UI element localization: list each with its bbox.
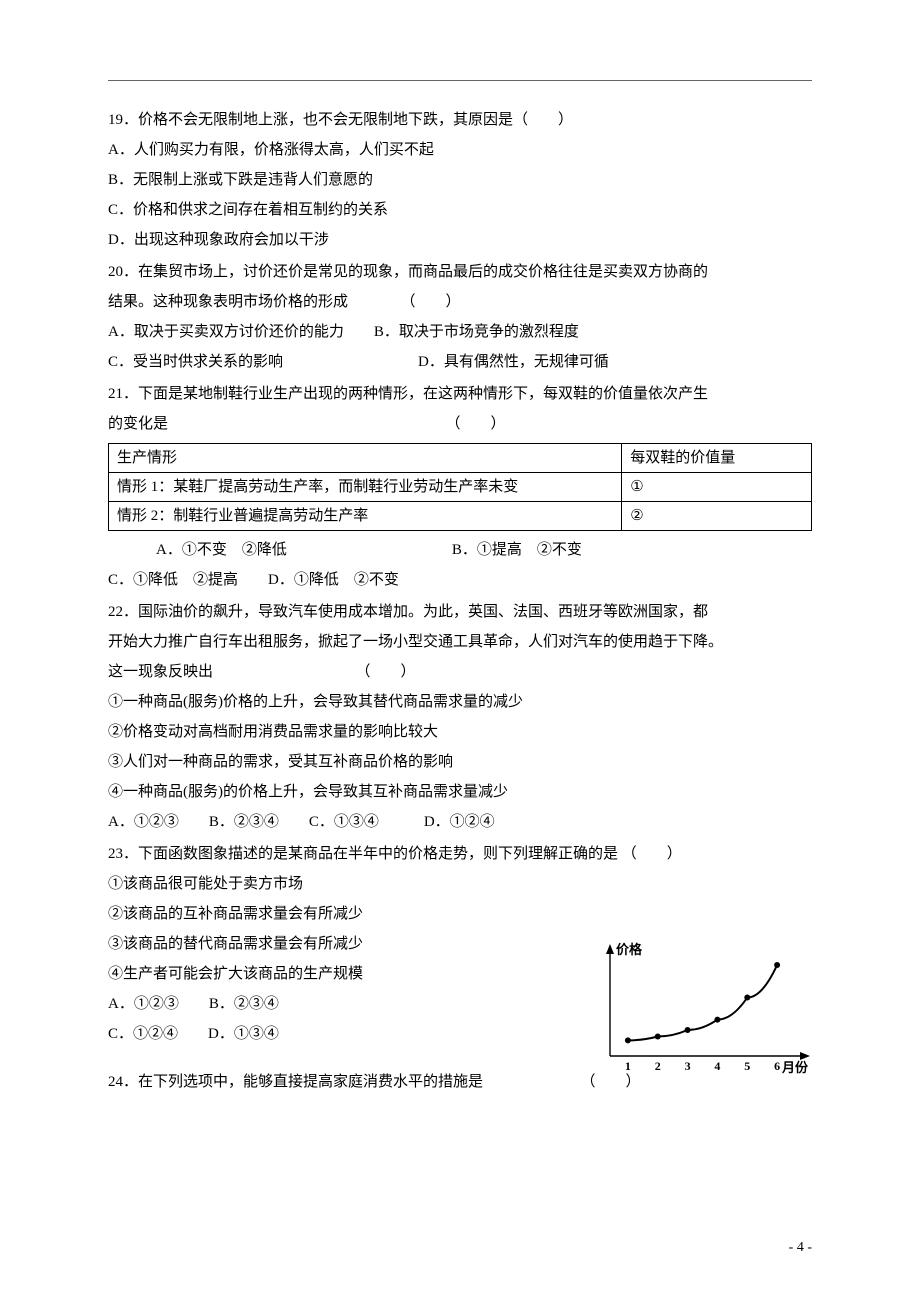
q20-opts-ab: A．取决于买卖双方讨价还价的能力 B．取决于市场竞争的激烈程度 xyxy=(108,317,812,347)
q22-s4: ④一种商品(服务)的价格上升，会导致其互补商品需求量减少 xyxy=(108,777,812,807)
question-19: 19．价格不会无限制地上涨，也不会无限制地下跌，其原因是（ ） A．人们购买力有… xyxy=(108,105,812,255)
q19-opt-b: B．无限制上涨或下跌是违背人们意愿的 xyxy=(108,165,812,195)
chart-svg: 价格月份 1 2 3 4 5 6 xyxy=(576,942,812,1078)
q21-r2c1: 情形 2：制鞋行业普遍提高劳动生产率 xyxy=(109,502,622,531)
q22-stem-2: 开始大力推广自行车出租服务，掀起了一场小型交通工具革命，人们对汽车的使用趋于下降… xyxy=(108,627,812,657)
svg-text:2: 2 xyxy=(655,1059,661,1073)
q21-opts-cd: C．①降低 ②提高 D．①降低 ②不变 xyxy=(108,565,812,595)
q20-stem-2: 结果。这种现象表明市场价格的形成 （ ） xyxy=(108,287,812,317)
q22-stem-1: 22．国际油价的飙升，导致汽车使用成本增加。为此，英国、法国、西班牙等欧洲国家，… xyxy=(108,597,812,627)
q19-opt-d: D．出现这种现象政府会加以干涉 xyxy=(108,225,812,255)
q21-stem-2: 的变化是 （ ） xyxy=(108,409,812,439)
q21-r1c2: ① xyxy=(622,473,812,502)
q20-opts-cd: C．受当时供求关系的影响 D．具有偶然性，无规律可循 xyxy=(108,347,812,377)
q21-r1c1: 情形 1：某鞋厂提高劳动生产率，而制鞋行业劳动生产率未变 xyxy=(109,473,622,502)
q23-s2: ②该商品的互补商品需求量会有所减少 xyxy=(108,899,812,929)
svg-text:月份: 月份 xyxy=(781,1060,809,1075)
q20-stem-1: 20．在集贸市场上，讨价还价是常见的现象，而商品最后的成交价格往往是买卖双方协商… xyxy=(108,257,812,287)
svg-text:价格: 价格 xyxy=(616,942,643,957)
q19-opt-a: A．人们购买力有限，价格涨得太高，人们买不起 xyxy=(108,135,812,165)
q21-r2c2: ② xyxy=(622,502,812,531)
svg-text:5: 5 xyxy=(744,1059,750,1073)
svg-text:3: 3 xyxy=(685,1059,691,1073)
price-chart: 价格月份 1 2 3 4 5 6 xyxy=(576,942,812,1078)
q21-table: 生产情形 每双鞋的价值量 情形 1：某鞋厂提高劳动生产率，而制鞋行业劳动生产率未… xyxy=(108,443,812,531)
q22-s2: ②价格变动对高档耐用消费品需求量的影响比较大 xyxy=(108,717,812,747)
q21-opts-ab: A．①不变 ②降低 B．①提高 ②不变 xyxy=(108,535,812,565)
question-20: 20．在集贸市场上，讨价还价是常见的现象，而商品最后的成交价格往往是买卖双方协商… xyxy=(108,257,812,377)
svg-text:1: 1 xyxy=(625,1059,631,1073)
svg-text:6: 6 xyxy=(774,1059,780,1073)
q19-opt-c: C．价格和供求之间存在着相互制约的关系 xyxy=(108,195,812,225)
q23-stem: 23．下面函数图象描述的是某商品在半年中的价格走势，则下列理解正确的是 （ ） xyxy=(108,839,812,869)
top-divider xyxy=(108,80,812,81)
table-row: 情形 2：制鞋行业普遍提高劳动生产率 ② xyxy=(109,502,812,531)
q23-s1: ①该商品很可能处于卖方市场 xyxy=(108,869,812,899)
q22-s3: ③人们对一种商品的需求，受其互补商品价格的影响 xyxy=(108,747,812,777)
question-22: 22．国际油价的飙升，导致汽车使用成本增加。为此，英国、法国、西班牙等欧洲国家，… xyxy=(108,597,812,837)
q21-th1: 生产情形 xyxy=(109,444,622,473)
q19-stem: 19．价格不会无限制地上涨，也不会无限制地下跌，其原因是（ ） xyxy=(108,105,812,135)
q21-th2: 每双鞋的价值量 xyxy=(622,444,812,473)
q22-stem-3: 这一现象反映出 （ ） xyxy=(108,657,812,687)
q22-opts: A．①②③ B．②③④ C．①③④ D．①②④ xyxy=(108,807,812,837)
page-number: - 4 - xyxy=(789,1234,812,1262)
svg-text:4: 4 xyxy=(714,1059,720,1073)
q21-stem-1: 21．下面是某地制鞋行业生产出现的两种情形，在这两种情形下，每双鞋的价值量依次产… xyxy=(108,379,812,409)
table-row: 情形 1：某鞋厂提高劳动生产率，而制鞋行业劳动生产率未变 ① xyxy=(109,473,812,502)
question-21: 21．下面是某地制鞋行业生产出现的两种情形，在这两种情形下，每双鞋的价值量依次产… xyxy=(108,379,812,595)
q22-s1: ①一种商品(服务)价格的上升，会导致其替代商品需求量的减少 xyxy=(108,687,812,717)
table-row: 生产情形 每双鞋的价值量 xyxy=(109,444,812,473)
